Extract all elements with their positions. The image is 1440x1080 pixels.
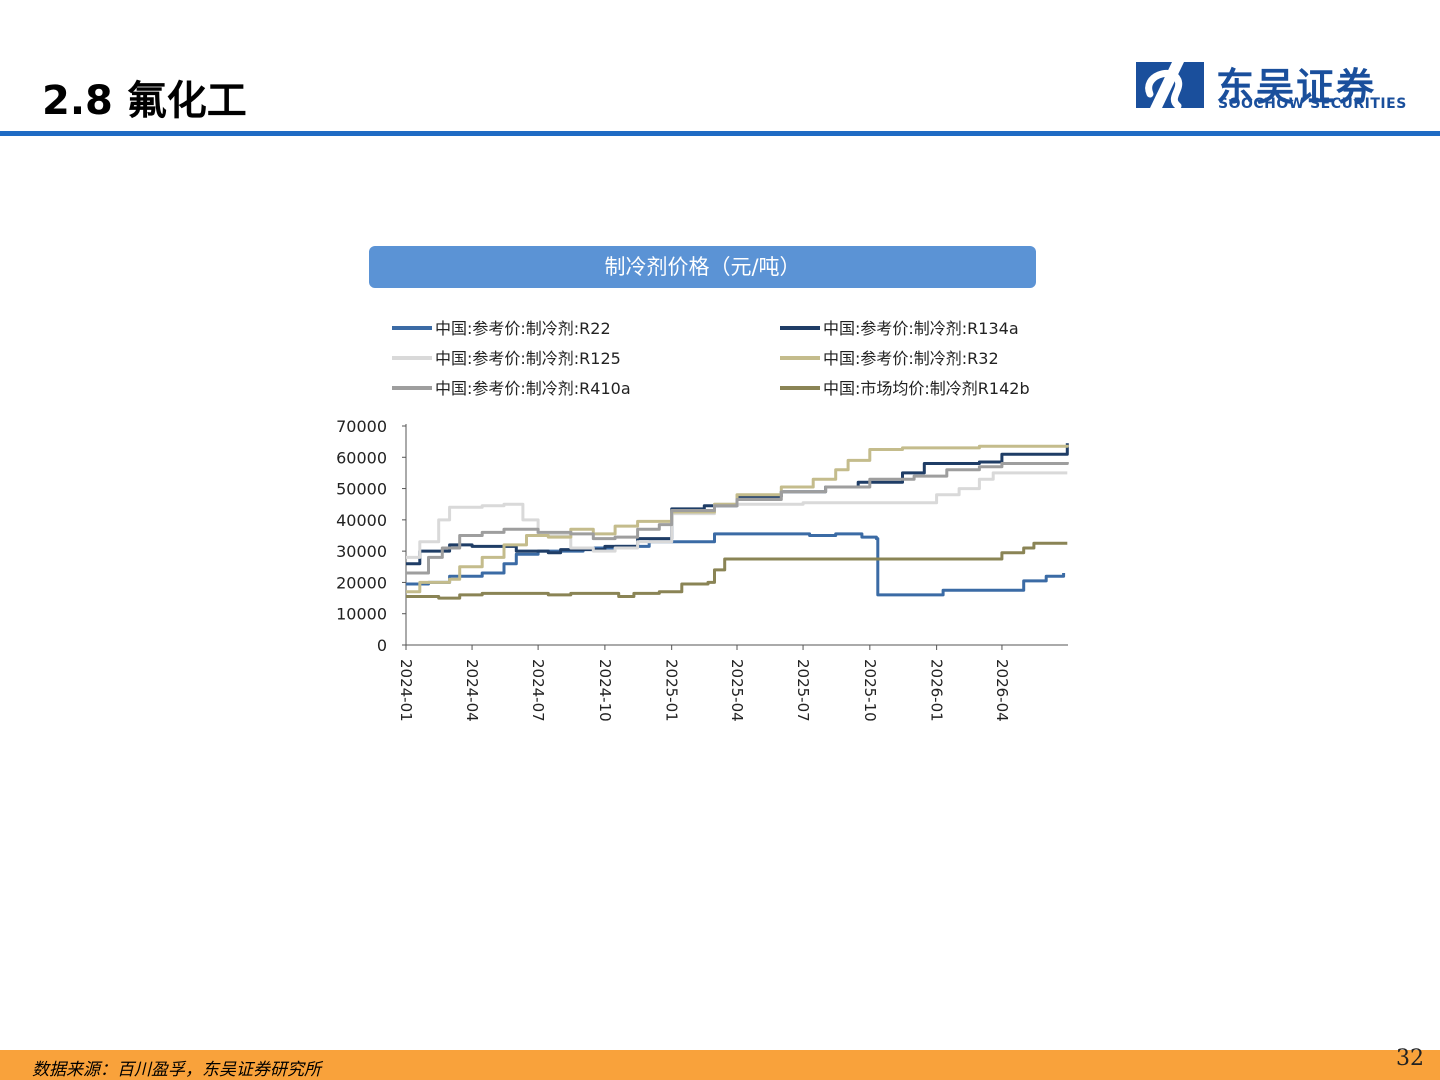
footer-bar: 数据来源：百川盈孚，东吴证券研究所 xyxy=(0,1050,1440,1080)
x-tick-label: 2026-04 xyxy=(993,659,1011,722)
x-tick-label: 2025-07 xyxy=(794,659,812,722)
legend-label: 中国:参考价:制冷剂:R32 xyxy=(823,349,999,368)
x-tick-label: 2024-01 xyxy=(397,659,415,722)
legend-label: 中国:参考价:制冷剂:R410a xyxy=(435,379,631,398)
series-line xyxy=(406,444,1069,594)
x-tick-label: 2024-10 xyxy=(596,659,614,722)
logo-name-en: SOOCHOW SECURITIES xyxy=(1218,96,1407,112)
page-number: 32 xyxy=(1396,1046,1424,1071)
series-line xyxy=(406,532,1066,597)
soochow-logo-icon xyxy=(1136,62,1204,110)
refrigerant-price-chart: 中国:参考价:制冷剂:R22 中国:参考价:制冷剂:R134a 中国:参考价:制冷剂… xyxy=(330,300,1090,760)
x-tick-label: 2025-01 xyxy=(663,659,681,722)
logo-name-cn: 东吴证券 xyxy=(1216,65,1377,109)
y-tick-label: 70000 xyxy=(336,417,387,436)
y-tick-label: 30000 xyxy=(336,542,387,561)
x-tick-label: 2025-04 xyxy=(728,659,746,722)
series-line xyxy=(406,443,1069,566)
soochow-logo: 东吴证券 SOOCHOW SECURITIES xyxy=(1132,56,1422,116)
series-line xyxy=(406,541,1068,600)
y-tick-label: 50000 xyxy=(336,480,387,499)
y-tick-label: 10000 xyxy=(336,605,387,624)
series-line xyxy=(406,471,1068,559)
x-tick-label: 2026-01 xyxy=(928,659,946,722)
x-tick-label: 2024-07 xyxy=(529,659,547,722)
y-tick-label: 0 xyxy=(377,636,387,655)
data-source-note: 数据来源：百川盈孚，东吴证券研究所 xyxy=(32,1060,321,1080)
legend-label: 中国:市场均价:制冷剂R142b xyxy=(823,379,1030,398)
header-divider xyxy=(0,131,1440,136)
y-tick-label: 60000 xyxy=(336,448,387,467)
y-tick-label: 20000 xyxy=(336,573,387,592)
y-tick-label: 40000 xyxy=(336,511,387,530)
page-title: 2.8 氟化工 xyxy=(42,78,247,124)
chart-title: 制冷剂价格（元/吨） xyxy=(369,246,1036,288)
x-tick-label: 2025-10 xyxy=(861,659,879,722)
series-line xyxy=(406,462,1069,575)
legend-label: 中国:参考价:制冷剂:R22 xyxy=(435,319,611,338)
x-tick-label: 2024-04 xyxy=(463,659,481,722)
legend-label: 中国:参考价:制冷剂:R125 xyxy=(435,349,621,368)
legend-label: 中国:参考价:制冷剂:R134a xyxy=(823,319,1019,338)
